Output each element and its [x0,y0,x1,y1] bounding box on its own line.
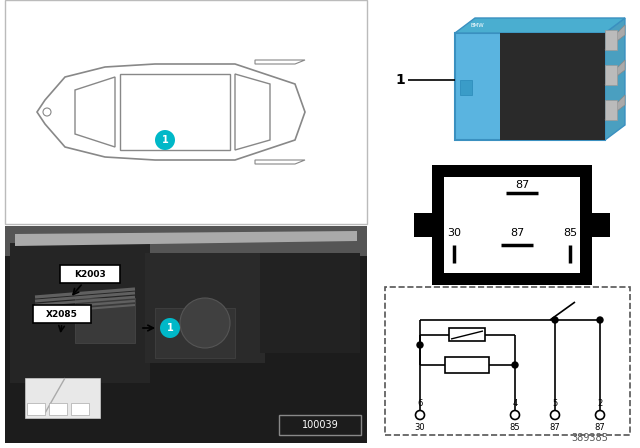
Text: 1: 1 [162,135,168,145]
Text: 100039: 100039 [301,420,339,430]
Polygon shape [15,231,357,246]
Polygon shape [605,95,625,120]
Polygon shape [255,160,305,164]
Text: 6: 6 [417,399,422,408]
Text: 85: 85 [563,228,577,238]
Bar [432,165,592,285]
Text: 87: 87 [595,422,605,431]
Bar [605,30,617,50]
Bar [260,253,360,353]
Text: 4: 4 [513,399,518,408]
Circle shape [160,318,180,338]
Text: X2085: X2085 [46,310,78,319]
Text: 1: 1 [395,73,405,87]
Circle shape [595,410,605,419]
Circle shape [552,317,558,323]
Bar [145,253,265,363]
Text: 389385: 389385 [572,433,609,443]
Bar [449,328,485,341]
Text: 1: 1 [166,323,173,333]
Bar [27,403,45,415]
Text: 5: 5 [552,399,557,408]
Circle shape [43,108,51,116]
Text: BMW: BMW [470,22,484,27]
Text: 2: 2 [597,399,603,408]
Circle shape [180,298,230,348]
Bar [75,298,135,343]
Circle shape [415,410,424,419]
Polygon shape [120,74,230,150]
Circle shape [417,342,423,348]
Bar [500,33,605,140]
Circle shape [512,362,518,368]
Bar [414,213,432,237]
Bar [49,403,67,415]
Polygon shape [605,60,625,85]
Polygon shape [605,25,625,50]
Bar [460,80,472,95]
Bar [279,415,361,435]
Bar [5,0,367,224]
Polygon shape [5,226,367,256]
Text: 30: 30 [447,228,461,238]
Polygon shape [75,77,115,147]
Bar [155,308,235,358]
Bar [25,378,100,418]
Bar [445,357,489,373]
Polygon shape [455,18,625,33]
Bar [444,177,580,273]
Bar [605,100,617,120]
Text: 87: 87 [550,422,561,431]
Bar [385,287,630,435]
Circle shape [550,410,559,419]
Polygon shape [605,18,625,140]
Text: 85: 85 [509,422,520,431]
Bar [592,213,610,237]
Text: 87: 87 [510,228,524,238]
Bar [455,33,605,140]
Bar [60,265,120,283]
Circle shape [511,410,520,419]
Text: 30: 30 [415,422,426,431]
Polygon shape [235,74,270,150]
Bar [33,305,91,323]
Text: K2003: K2003 [74,270,106,279]
Polygon shape [37,64,305,160]
Text: 87: 87 [515,180,529,190]
Circle shape [597,317,603,323]
Bar [605,65,617,85]
Bar [10,243,150,383]
Polygon shape [255,60,305,64]
Circle shape [155,130,175,150]
Bar [5,226,367,443]
Bar [71,403,89,415]
